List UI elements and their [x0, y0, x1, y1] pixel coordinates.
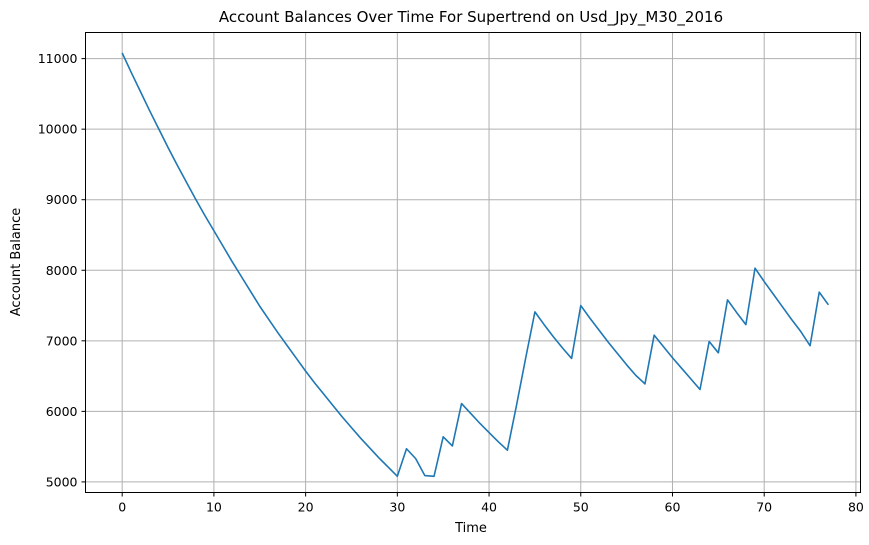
y-tick-label: 10000: [38, 122, 78, 137]
x-tick-label: 60: [665, 500, 681, 515]
x-tick-label: 10: [206, 500, 222, 515]
y-tick-label: 5000: [46, 474, 78, 489]
x-tick-label: 70: [756, 500, 772, 515]
x-tick-label: 50: [573, 500, 589, 515]
series-line: [121, 52, 830, 478]
y-axis-label: Account Balance: [9, 208, 24, 316]
x-axis-label: Time: [454, 521, 487, 536]
x-tick-label: 80: [848, 500, 864, 515]
x-axis: 0 10 20 30 40 50 60 70 80: [118, 492, 864, 515]
y-axis: 5000 6000 7000 8000 9000 10000 11000: [38, 51, 86, 489]
x-tick-label: 40: [481, 500, 497, 515]
x-tick-label: 20: [298, 500, 314, 515]
grid: [85, 32, 861, 493]
y-tick-label: 8000: [46, 263, 78, 278]
x-tick-label: 0: [118, 500, 126, 515]
plot-area: [121, 52, 830, 478]
x-tick-label: 30: [389, 500, 405, 515]
y-tick-label: 11000: [38, 51, 78, 66]
chart-title: Account Balances Over Time For Supertren…: [219, 8, 723, 27]
plot-frame: [85, 32, 861, 493]
y-tick-label: 9000: [46, 192, 78, 207]
y-tick-label: 6000: [46, 404, 78, 419]
y-tick-label: 7000: [46, 333, 78, 348]
